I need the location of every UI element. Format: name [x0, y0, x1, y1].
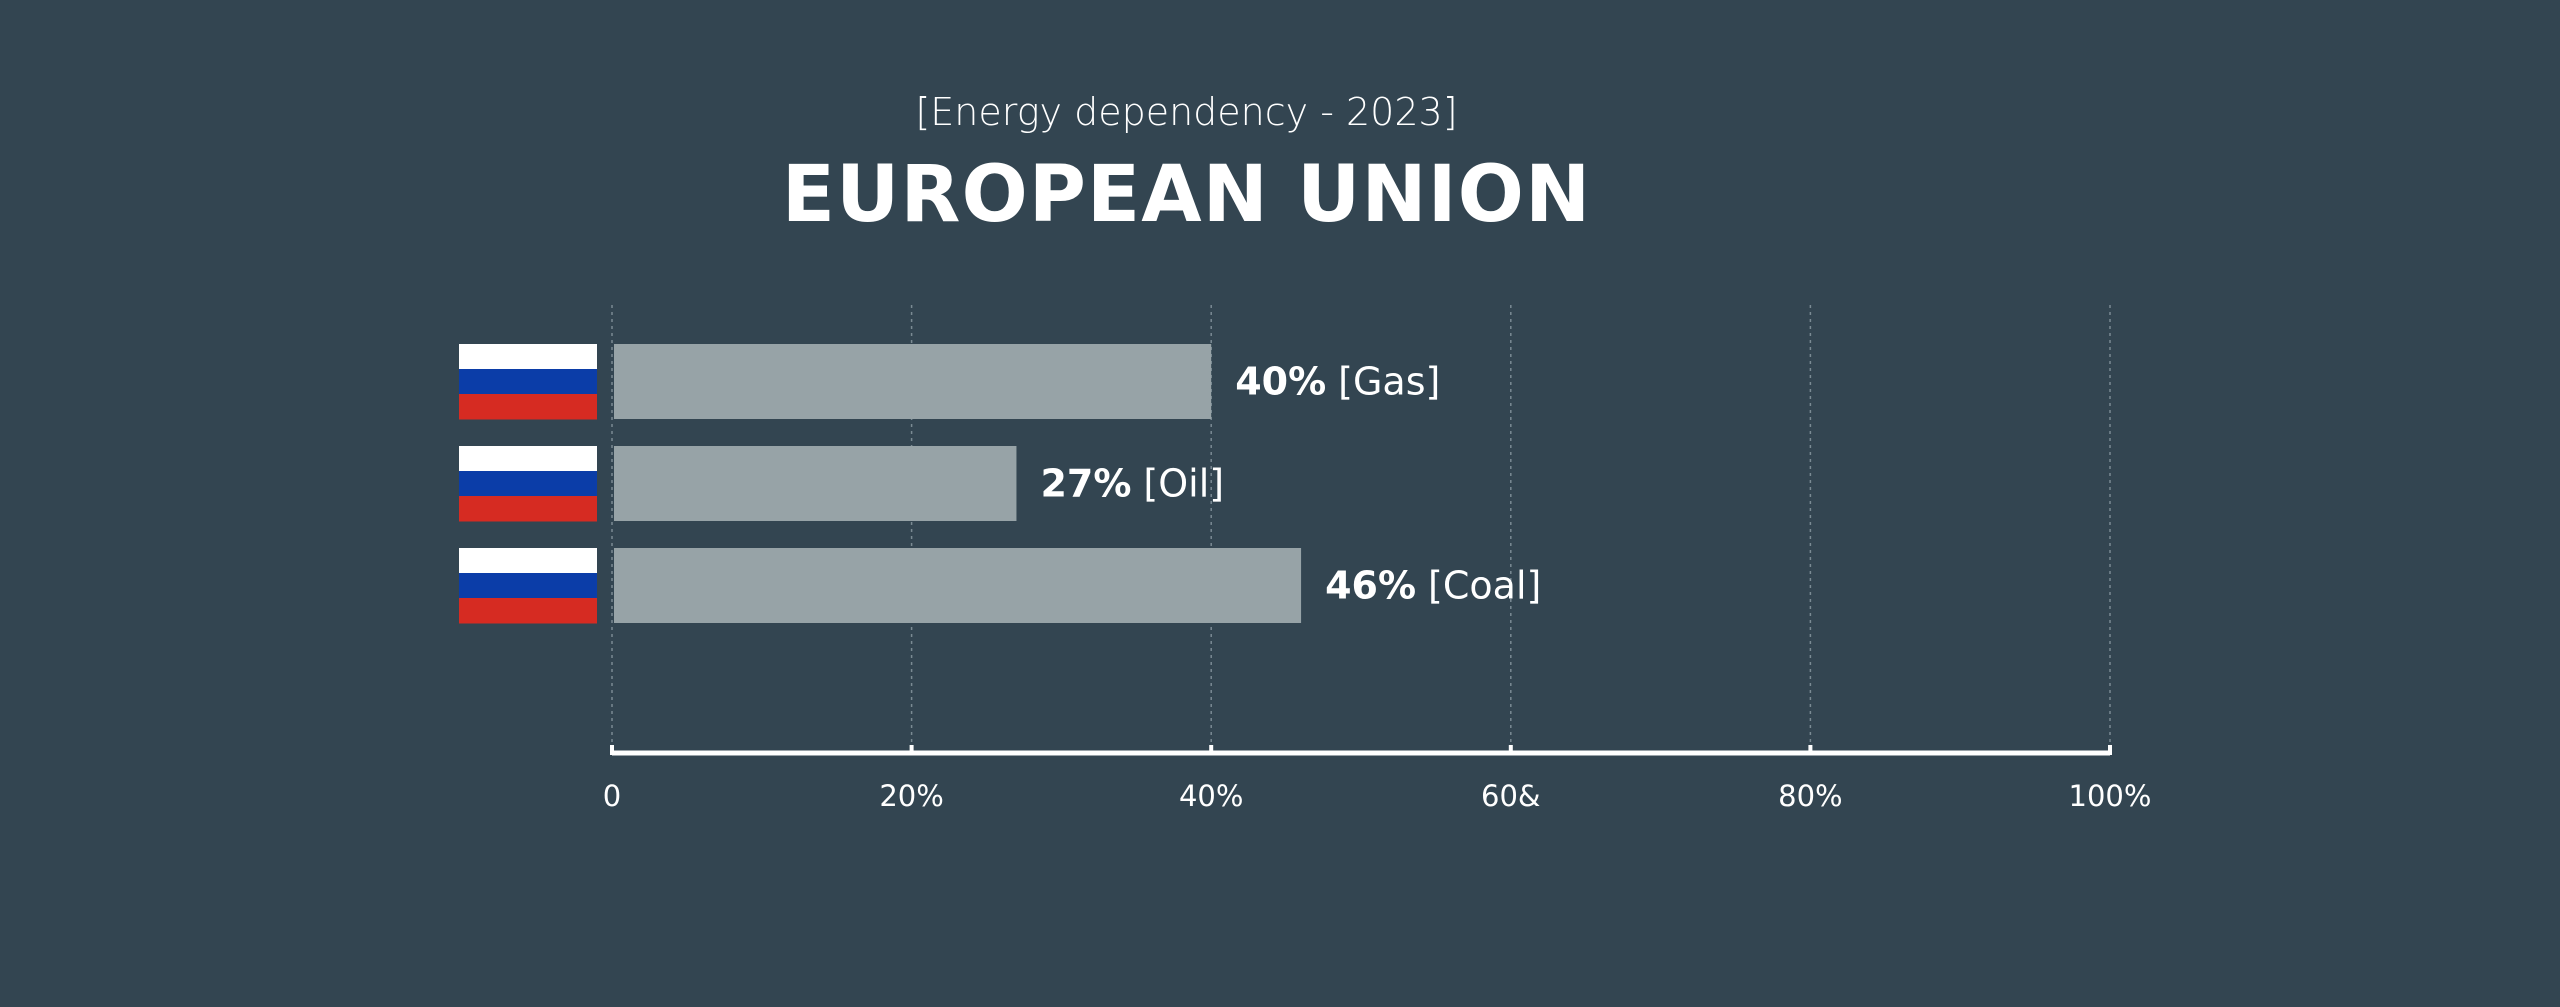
flag-stripe-0	[459, 446, 597, 472]
bar-oil	[614, 446, 1017, 521]
value-label-oil: 27%	[1040, 462, 1131, 506]
flag-stripe-1	[459, 471, 597, 497]
flag-stripe-1	[459, 573, 597, 599]
category-label-oil: [Oil]	[1143, 462, 1224, 506]
flag-stripe-2	[459, 394, 597, 420]
x-tick-label: 80%	[1778, 779, 1842, 813]
bar-gas	[614, 344, 1212, 419]
russia-flag-icon	[459, 446, 597, 522]
category-label-gas: [Gas]	[1338, 360, 1440, 404]
category-label-coal: [Coal]	[1428, 564, 1541, 608]
bar-label-oil: 27% [Oil]	[1040, 462, 1224, 506]
x-tick-label: 40%	[1179, 779, 1243, 813]
flag-stripe-0	[459, 548, 597, 574]
chart-subtitle: [Energy dependency - 2023]	[915, 90, 1458, 134]
value-label-gas: 40%	[1235, 360, 1326, 404]
bar-label-coal: 46% [Coal]	[1325, 564, 1541, 608]
chart-title: EUROPEAN UNION	[781, 150, 1592, 240]
x-tick-label: 100%	[2069, 779, 2152, 813]
bar-label-gas: 40% [Gas]	[1235, 360, 1440, 404]
x-tick-label: 60&	[1481, 779, 1541, 813]
x-tick-label: 20%	[879, 779, 943, 813]
bar-coal	[614, 548, 1302, 623]
value-label-coal: 46%	[1325, 564, 1416, 608]
russia-flag-icon	[459, 344, 597, 420]
flag-stripe-0	[459, 344, 597, 370]
flag-stripe-1	[459, 369, 597, 395]
x-tick-label: 0	[603, 779, 621, 813]
russia-flag-icon	[459, 548, 597, 624]
flag-stripe-2	[459, 496, 597, 522]
flag-stripe-2	[459, 598, 597, 624]
